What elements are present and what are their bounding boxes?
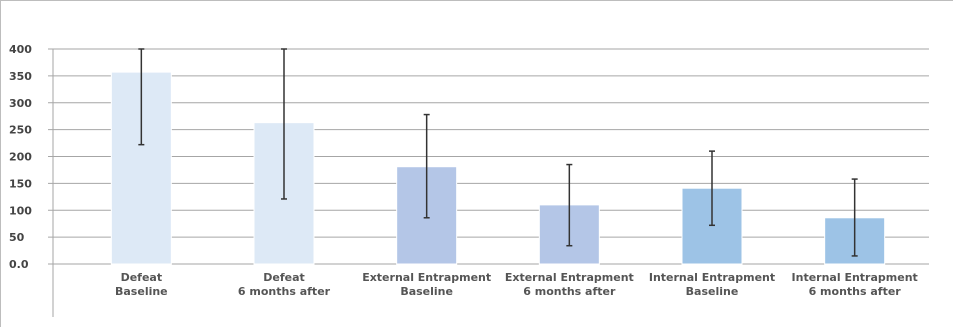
y-tick-label: 300 bbox=[9, 97, 32, 110]
x-category-label: External Entrapment Baseline bbox=[362, 271, 491, 298]
y-tick-label: 100 bbox=[9, 204, 32, 217]
x-category-label: Defeat Baseline bbox=[115, 271, 168, 298]
y-tick-label: 250 bbox=[9, 124, 32, 137]
y-tick-label: 200 bbox=[9, 151, 32, 164]
x-category-label: External Entrapment 6 months after bbox=[505, 271, 634, 298]
x-category-label: Internal Entrapment Baseline bbox=[649, 271, 775, 298]
x-category-label: Defeat 6 months after bbox=[238, 271, 331, 298]
y-tick-label: 350 bbox=[9, 70, 32, 83]
y-tick-label: 150 bbox=[9, 177, 32, 190]
y-tick-label: 0.0 bbox=[9, 258, 29, 271]
y-tick-label: 50 bbox=[9, 231, 25, 244]
x-category-label: Internal Entrapment 6 months after bbox=[792, 271, 918, 298]
y-tick-label: 400 bbox=[9, 43, 32, 56]
